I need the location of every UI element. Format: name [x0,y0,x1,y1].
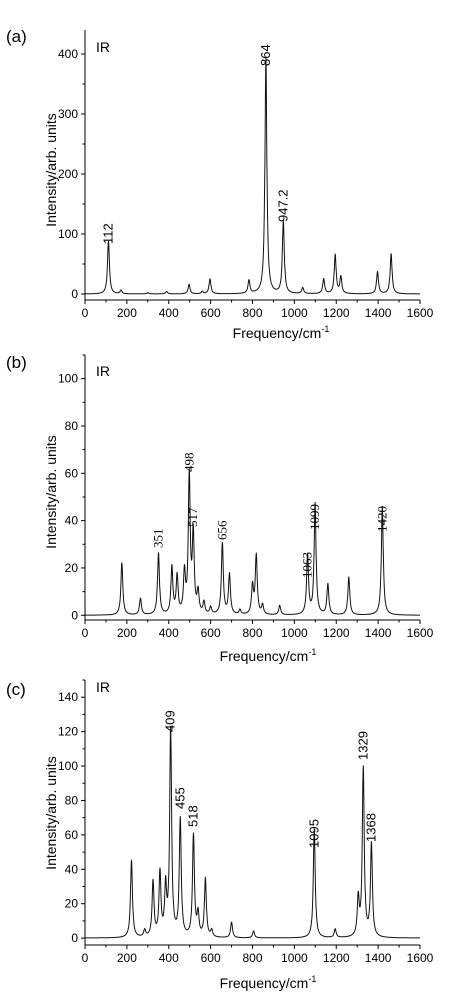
y-tick-label: 60 [65,466,79,480]
x-tick-label: 1000 [281,306,308,320]
peak-label-1329: 1329 [355,731,370,760]
x-axis-title: Frequency/cm-1 [233,324,330,341]
x-tick-label: 400 [159,951,179,965]
y-tick-label: 60 [65,828,79,842]
x-tick-label: 1400 [365,306,392,320]
panel-label: (a) [6,27,27,46]
y-tick-label: 100 [58,759,78,773]
x-tick-label: 200 [117,951,137,965]
x-tick-label: 600 [201,951,221,965]
panel-c: (c) IR Intensity/arb. units Frequency/cm… [6,679,434,991]
x-tick-label: 1600 [407,626,434,640]
y-axis-title: Intensity/arb. units [43,435,59,549]
panel-b: (b) IR Intensity/arb. units Frequency/cm… [6,353,434,664]
x-axis-title: Frequency/cm-1 [220,974,317,991]
peak-label-656: 656 [214,520,229,540]
y-tick-label: 80 [65,419,79,433]
x-tick-label: 800 [242,626,262,640]
peak-label-947-2: 947.2 [275,189,290,222]
series-label-ir: IR [96,39,110,55]
y-axis-title: Intensity/arb. units [43,113,59,227]
y-tick-label: 300 [58,107,78,121]
y-tick-label: 20 [65,561,79,575]
x-tick-label: 0 [82,951,89,965]
x-tick-label: 800 [242,306,262,320]
y-axis-title: Intensity/arb. units [43,756,59,870]
x-tick-label: 600 [201,626,221,640]
spectrum-line [84,57,421,295]
panel-label: (b) [6,353,27,372]
spectrum-line [84,468,421,616]
y-tick-label: 400 [58,47,78,61]
series-label-ir: IR [96,679,110,695]
x-tick-label: 1400 [365,951,392,965]
x-axis-title: Frequency/cm-1 [220,647,317,664]
y-tick-label: 120 [58,725,78,739]
x-tick-label: 1400 [365,626,392,640]
x-tick-label: 1600 [407,951,434,965]
peak-label-455: 455 [172,787,187,809]
peak-label-1368: 1368 [363,813,378,842]
y-tick-label: 0 [71,931,78,945]
y-tick-label: 0 [71,608,78,622]
peak-labels: 112 864 947.2 [101,44,291,244]
peak-labels: 409 455 518 1095 1329 1368 [163,710,379,848]
y-tick-label: 0 [71,287,78,301]
panel-a: (a) IR Intensity/arb. units Frequency/cm… [6,27,434,341]
peak-label-864: 864 [258,44,273,66]
y-tick-label: 200 [58,167,78,181]
y-tick-label: 40 [65,862,79,876]
x-tick-label: 1600 [407,306,434,320]
x-tick-label: 400 [159,626,179,640]
series-label-ir: IR [96,363,110,379]
x-tick-label: 1200 [323,951,350,965]
y-tick-label: 100 [58,227,78,241]
x-tick-label: 1200 [323,626,350,640]
x-tick-label: 600 [201,306,221,320]
peak-label-351: 351 [151,529,166,549]
y-tick-label: 140 [58,690,78,704]
x-tick-label: 200 [117,306,137,320]
x-tick-label: 1000 [281,951,308,965]
y-tick-label: 80 [65,793,79,807]
y-tick-label: 40 [65,514,79,528]
x-tick-label: 0 [82,306,89,320]
x-tick-label: 1200 [323,306,350,320]
peak-label-409: 409 [163,710,178,732]
x-tick-label: 200 [117,626,137,640]
x-tick-label: 1000 [281,626,308,640]
x-tick-label: 400 [159,306,179,320]
panel-label: (c) [6,680,26,699]
y-tick-label: 20 [65,897,79,911]
peak-label-112: 112 [101,223,116,244]
x-tick-label: 800 [242,951,262,965]
x-tick-label: 0 [82,626,89,640]
peak-label-498: 498 [181,453,196,473]
peak-labels: 351 498 517 656 1063 1099 1420 [151,453,390,579]
y-tick-label: 100 [58,372,78,386]
peak-label-518: 518 [186,805,201,827]
spectrum-line [84,725,421,939]
